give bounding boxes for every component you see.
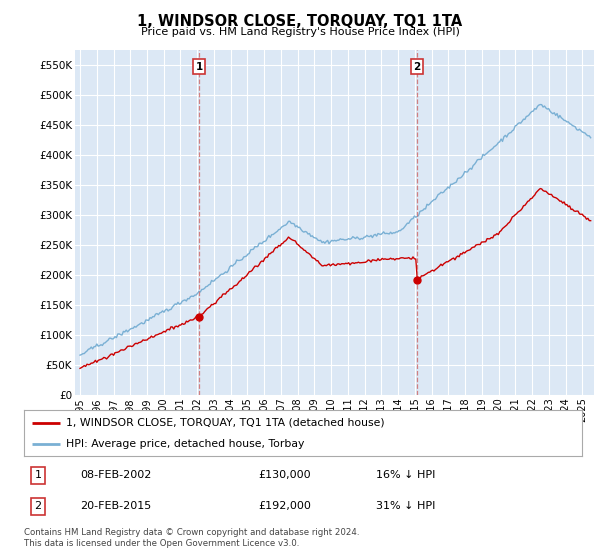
Text: 20-FEB-2015: 20-FEB-2015: [80, 501, 151, 511]
Text: 1, WINDSOR CLOSE, TORQUAY, TQ1 1TA (detached house): 1, WINDSOR CLOSE, TORQUAY, TQ1 1TA (deta…: [66, 418, 385, 428]
Text: Contains HM Land Registry data © Crown copyright and database right 2024.: Contains HM Land Registry data © Crown c…: [24, 528, 359, 537]
Text: £130,000: £130,000: [259, 470, 311, 480]
Text: This data is licensed under the Open Government Licence v3.0.: This data is licensed under the Open Gov…: [24, 539, 299, 548]
Bar: [199, 50, 417, 395]
Text: HPI: Average price, detached house, Torbay: HPI: Average price, detached house, Torb…: [66, 439, 304, 449]
Text: 2: 2: [413, 62, 421, 72]
Text: 1, WINDSOR CLOSE, TORQUAY, TQ1 1TA: 1, WINDSOR CLOSE, TORQUAY, TQ1 1TA: [137, 14, 463, 29]
Text: 2: 2: [34, 501, 41, 511]
Text: 1: 1: [196, 62, 203, 72]
Text: Price paid vs. HM Land Registry's House Price Index (HPI): Price paid vs. HM Land Registry's House …: [140, 27, 460, 37]
Text: 08-FEB-2002: 08-FEB-2002: [80, 470, 151, 480]
Text: £192,000: £192,000: [259, 501, 311, 511]
Text: 16% ↓ HPI: 16% ↓ HPI: [376, 470, 435, 480]
Text: 1: 1: [34, 470, 41, 480]
Text: 31% ↓ HPI: 31% ↓ HPI: [376, 501, 435, 511]
